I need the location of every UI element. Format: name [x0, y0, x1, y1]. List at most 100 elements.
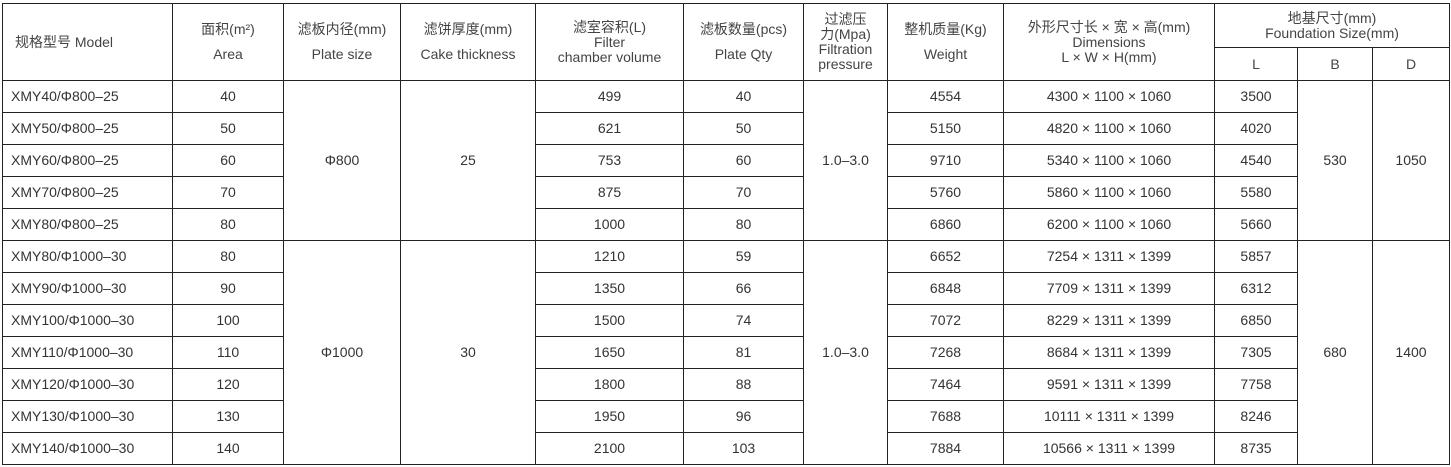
volume-cell: 875	[535, 176, 684, 209]
foundation-L-cell: 7758	[1214, 368, 1298, 401]
volume-cell: 499	[535, 80, 684, 113]
weight-cell: 9710	[887, 144, 1004, 177]
model-cell: XMY140/Φ1000–30	[2, 432, 173, 465]
foundation-L-cell: 4540	[1214, 144, 1298, 177]
area-cell: 80	[172, 240, 284, 273]
foundation-D-cell: 1050	[1372, 80, 1450, 241]
volume-cell: 1210	[535, 240, 684, 273]
model-cell: XMY120/Φ1000–30	[2, 368, 173, 401]
model-cell: XMY70/Φ800–25	[2, 176, 173, 209]
weight-cell: 6652	[887, 240, 1004, 273]
header-cake: 滤饼厚度(mm) Cake thickness	[400, 3, 536, 81]
foundation-L-cell: 4020	[1214, 112, 1298, 145]
table-row: XMY60/Φ800–25 60 753 60 9710 5340 × 1100 × 10…	[2, 144, 1450, 177]
plate-qty-cell: 74	[683, 304, 804, 337]
header-volume-en2: chamber volume	[557, 48, 662, 65]
volume-cell: 1350	[535, 272, 684, 305]
volume-cell: 2100	[535, 432, 684, 465]
plate-qty-cell: 66	[683, 272, 804, 305]
dimensions-cell: 10111 × 1311 × 1399	[1003, 400, 1215, 433]
header-plate-cn: 滤板内径(mm)	[297, 21, 387, 37]
header-dimensions: 外形尺寸长 × 宽 × 高(mm) Dimensions L × W × H(mm)	[1003, 3, 1215, 81]
foundation-L-cell: 6850	[1214, 304, 1298, 337]
table-row: XMY130/Φ1000–30 130 1950 96 7688 10111 × 1311…	[2, 400, 1450, 433]
header-model: 规格型号 Model	[2, 3, 173, 81]
table-row: XMY110/Φ1000–30 110 1650 81 7268 8684 × 1311 …	[2, 336, 1450, 369]
foundation-B-cell: 680	[1297, 240, 1373, 465]
table-row: XMY40/Φ800–25 40 Φ800 25 499 40 1.0–3.0 4554 430…	[2, 80, 1450, 241]
model-cell: XMY130/Φ1000–30	[2, 400, 173, 433]
weight-cell: 6848	[887, 272, 1004, 305]
model-cell: XMY80/Φ800–25	[2, 208, 173, 241]
header-D: D	[1372, 47, 1450, 81]
header-qty: 滤板数量(pcs) Plate Qty	[683, 3, 804, 81]
header-pressure-cn1: 过滤压	[824, 11, 867, 27]
area-cell: 50	[172, 112, 284, 145]
dimensions-cell: 5340 × 1100 × 1060	[1003, 144, 1215, 177]
header-volume: 滤室容积(L) Filter chamber volume	[535, 3, 684, 81]
weight-cell: 5760	[887, 176, 1004, 209]
plate-qty-cell: 81	[683, 336, 804, 369]
foundation-D-cell: 1400	[1372, 240, 1450, 465]
spec-table: 规格型号 Model 面积(m²) Area 滤板内径(mm) Plate size…	[2, 3, 1450, 465]
header-L: L	[1214, 47, 1298, 81]
area-cell: 40	[172, 80, 284, 113]
area-cell: 70	[172, 176, 284, 209]
model-cell: XMY80/Φ1000–30	[2, 240, 173, 273]
area-cell: 140	[172, 432, 284, 465]
dimensions-cell: 9591 × 1311 × 1399	[1003, 368, 1215, 401]
foundation-L-cell: 7305	[1214, 336, 1298, 369]
header-weight-cn: 整机质量(Kg)	[904, 21, 987, 37]
table-row: XMY120/Φ1000–30 120 1800 88 7464 9591 × 1311 …	[2, 368, 1450, 401]
volume-cell: 1650	[535, 336, 684, 369]
dimensions-cell: 7709 × 1311 × 1399	[1003, 272, 1215, 305]
volume-cell: 621	[535, 112, 684, 145]
pressure-cell: 1.0–3.0	[803, 80, 888, 241]
foundation-B-cell: 530	[1297, 80, 1373, 241]
area-cell: 110	[172, 336, 284, 369]
header-B: B	[1297, 47, 1373, 81]
header-dim-cn: 外形尺寸长 × 宽 × 高(mm)	[1027, 18, 1191, 35]
model-cell: XMY40/Φ800–25	[2, 80, 173, 113]
header-dim-en2: L × W × H(mm)	[1061, 48, 1157, 65]
plate-qty-cell: 96	[683, 400, 804, 433]
table-row: XMY50/Φ800–25 50 621 50 5150 4820 × 1100 × 10…	[2, 112, 1450, 145]
plate-qty-cell: 103	[683, 432, 804, 465]
header-pressure-en2: pressure	[818, 56, 873, 72]
plate-qty-cell: 40	[683, 80, 804, 113]
foundation-L-cell: 8735	[1214, 432, 1298, 465]
plate-qty-cell: 59	[683, 240, 804, 273]
plate-qty-cell: 50	[683, 112, 804, 145]
volume-cell: 1000	[535, 208, 684, 241]
header-cake-cn: 滤饼厚度(mm)	[423, 21, 513, 37]
table-row: XMY80/Φ1000–30 80 Φ1000 30 1210 59 1.0–3.0 6652…	[2, 240, 1450, 465]
header-foundation: 地基尺寸(mm) Foundation Size(mm)	[1214, 3, 1450, 48]
dimensions-cell: 4300 × 1100 × 1060	[1003, 80, 1215, 113]
header-cake-en: Cake thickness	[420, 46, 516, 62]
plate-size-cell: Φ1000	[283, 240, 401, 465]
dimensions-cell: 4820 × 1100 × 1060	[1003, 112, 1215, 145]
plate-qty-cell: 80	[683, 208, 804, 241]
foundation-L-cell: 5660	[1214, 208, 1298, 241]
weight-cell: 5150	[887, 112, 1004, 145]
weight-cell: 7688	[887, 400, 1004, 433]
area-cell: 80	[172, 208, 284, 241]
header-area-cn: 面积(m²)	[201, 21, 255, 37]
weight-cell: 4554	[887, 80, 1004, 113]
foundation-L-cell: 3500	[1214, 80, 1298, 113]
cake-thickness-cell: 30	[400, 240, 536, 465]
header-qty-cn: 滤板数量(pcs)	[699, 21, 788, 37]
plate-size-cell: Φ800	[283, 80, 401, 241]
area-cell: 100	[172, 304, 284, 337]
area-cell: 130	[172, 400, 284, 433]
foundation-L-cell: 5580	[1214, 176, 1298, 209]
volume-cell: 1500	[535, 304, 684, 337]
model-cell: XMY60/Φ800–25	[2, 144, 173, 177]
header-area-en: Area	[213, 46, 243, 62]
header-weight: 整机质量(Kg) Weight	[887, 3, 1004, 81]
header-qty-en: Plate Qty	[714, 46, 773, 62]
dimensions-cell: 8684 × 1311 × 1399	[1003, 336, 1215, 369]
weight-cell: 7268	[887, 336, 1004, 369]
header-dim-en1: Dimensions	[1072, 33, 1146, 50]
header-plate: 滤板内径(mm) Plate size	[283, 3, 401, 81]
